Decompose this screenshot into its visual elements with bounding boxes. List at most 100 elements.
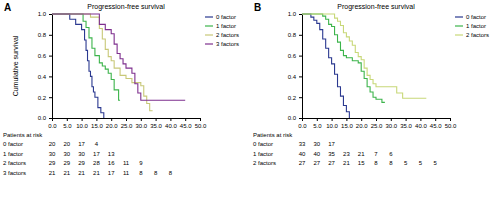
tick-label: 0.0 [38,115,47,121]
at-risk-count: 29 [63,160,70,166]
y-axis: 0.00.20.40.60.81.0 [38,11,53,121]
at-risk-count: 11 [123,170,130,176]
tick: 0.6 [38,53,52,59]
tick: 20.0 [356,118,368,129]
title: Progression-free survival [337,3,415,11]
tick: 10.0 [76,118,88,129]
tick-mark [126,118,127,121]
tick-mark [391,118,392,121]
at-risk-count: 27 [313,160,320,166]
tick: 0.4 [38,74,52,80]
tick: 50.0 [445,118,457,129]
legend: 0 factor1 factor2 factors3 factors [205,14,239,47]
tick-mark [200,118,201,121]
survival-curve [52,14,104,118]
at-risk-count: 17 [78,141,85,147]
tick-mark [82,118,83,121]
survival-curve [52,14,153,111]
legend-swatch [205,25,213,26]
tick-label: 20.0 [106,123,118,129]
tick-mark [299,76,302,77]
tick-label: 40.0 [165,123,177,129]
tick: 25.0 [371,118,383,129]
tick-mark [376,118,377,121]
survival-curve [302,14,426,98]
tick: 45.0 [430,118,442,129]
at-risk-table: Patients at risk0 factor3330171 factor40… [253,132,438,166]
legend-label: 2 factors [216,32,239,38]
at-risk-count: 15 [358,160,365,166]
row-label: 2 factors [3,160,26,166]
y-axis: 0.0 0.2 0.4 0.6 0.8 1.0 [288,11,303,121]
tick-label: 15.0 [91,123,103,129]
tick-label: 25.0 [371,123,383,129]
tick-mark [49,97,52,98]
tick-label: 0.0 [288,115,297,121]
tick: 1.0 [38,11,52,17]
tick-mark [49,56,52,57]
legend-swatch [205,43,213,44]
tick-mark [170,118,171,121]
at-risk-count: 21 [49,170,56,176]
at-risk-count: 8 [169,170,173,176]
panel: B Progression-free survival 0.0 5.0 10.015.0… [253,2,489,166]
tick-label: 5.0 [313,123,322,129]
tick-label: 40.0 [415,123,427,129]
at-risk-count: 21 [358,151,365,157]
at-risk-count: 30 [313,141,320,147]
at-risk-count: 8 [139,170,143,176]
tick-label: 35.0 [150,123,162,129]
tick: 10.0 [326,118,338,129]
tick-label: 0.0 [48,123,57,129]
legend-label: 1 factor [466,23,486,29]
tick-mark [420,118,421,121]
x-axis: 0.05.010.015.020.025.030.035.040.045.050… [48,118,207,129]
tick: 0.0 [288,115,302,121]
at-risk-count: 17 [93,151,100,157]
tick: 1.0 [288,11,302,17]
tick: 30.0 [385,118,397,129]
tick: 5.0 [63,118,72,129]
plot-area [52,14,185,118]
at-risk-count: 11 [123,160,130,166]
tick-label: 10.0 [76,123,88,129]
at-risk-count: 17 [328,141,335,147]
row-label: 0 factor [253,141,273,147]
tick: 15.0 [341,118,353,129]
axis-line [53,119,201,122]
at-risk-count: 5 [434,160,438,166]
tick-label: 30.0 [135,123,147,129]
tick-mark [299,56,302,57]
tick-label: 0.6 [288,53,297,59]
at-risk-count: 40 [313,151,320,157]
tick: 5.0 [313,118,322,129]
tick: 0.8 [288,32,302,38]
legend-swatch [205,16,213,17]
at-risk-count: 16 [108,160,115,166]
tick-mark [299,118,302,119]
tick-mark [332,118,333,121]
tick: 0.0 [48,118,57,129]
at-risk-count: 21 [343,160,350,166]
tick: 0.0 [38,115,52,121]
plot-area [302,14,426,118]
at-risk-count: 13 [108,151,115,157]
tick-label: 0.2 [288,95,297,101]
at-risk-count: 29 [78,160,85,166]
at-risk-count: 35 [328,151,335,157]
tick-label: 45.0 [180,123,192,129]
row-label: 1 factor [3,151,23,157]
tick-mark [111,118,112,121]
at-risk-count: 8 [389,160,393,166]
tick: 0.0 [298,118,307,129]
axis-line [299,15,303,119]
at-risk-count: 9 [139,160,143,166]
tick-mark [96,118,97,121]
tick: 0.4 [288,74,302,80]
tick-label: 5.0 [63,123,72,129]
tick-mark [49,35,52,36]
tick-label: 0.4 [288,74,297,80]
panel-label: B [254,2,261,13]
tick-mark [49,76,52,77]
axis-line [49,15,53,119]
